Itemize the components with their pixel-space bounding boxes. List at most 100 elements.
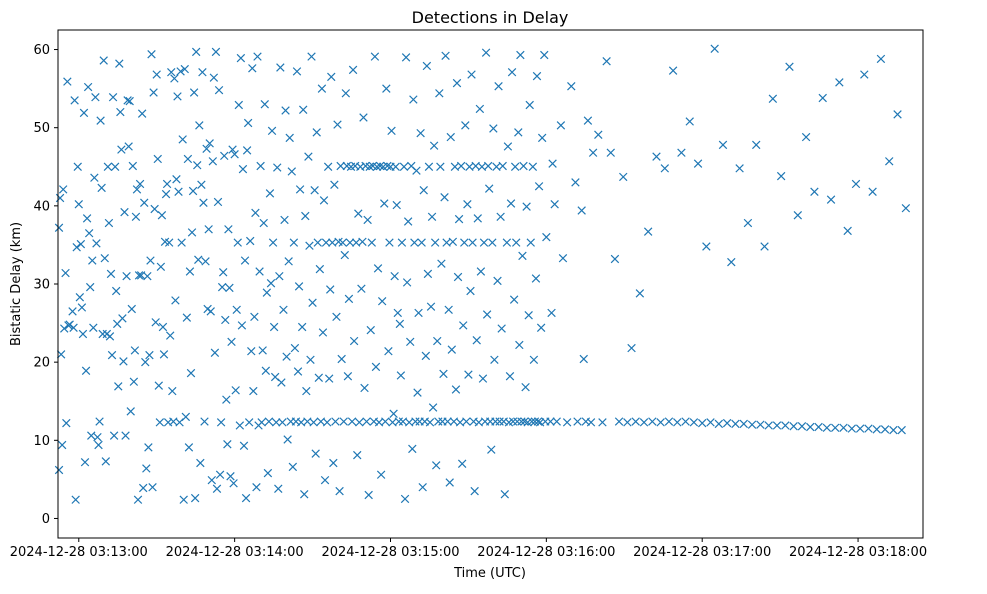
data-point-marker	[760, 242, 769, 251]
data-point-marker	[179, 495, 188, 504]
data-point-marker	[118, 314, 127, 323]
data-point-marker	[414, 308, 423, 318]
data-point-marker	[424, 162, 434, 171]
data-point-marker	[195, 121, 204, 130]
data-point-marker	[313, 238, 322, 247]
data-point-marker	[505, 371, 515, 381]
data-point-marker	[87, 431, 96, 440]
data-point-marker	[245, 236, 255, 246]
data-point-marker	[174, 187, 183, 197]
data-point-marker	[258, 346, 267, 355]
data-point-marker	[348, 65, 358, 75]
data-point-marker	[377, 296, 387, 306]
data-point-marker	[434, 417, 443, 426]
data-point-marker	[364, 490, 373, 500]
data-point-marker	[400, 494, 410, 504]
data-point-marker	[120, 207, 129, 217]
data-point-marker	[115, 59, 124, 68]
data-point-marker	[718, 140, 728, 150]
data-point-marker	[490, 355, 499, 365]
data-point-marker	[283, 435, 292, 444]
data-point-marker	[406, 337, 415, 347]
data-point-marker	[90, 173, 99, 182]
data-point-marker	[289, 238, 299, 247]
data-point-marker	[347, 417, 357, 426]
data-point-marker	[310, 185, 319, 195]
data-point-marker	[199, 198, 208, 207]
data-point-marker	[494, 82, 503, 91]
data-point-marker	[243, 118, 253, 128]
data-point-marker	[433, 336, 442, 346]
data-point-marker	[558, 253, 568, 263]
data-point-marker	[80, 457, 90, 467]
x-tick-label: 2024-12-28 03:13:00	[10, 545, 148, 560]
data-point-marker	[588, 148, 598, 157]
data-point-marker	[503, 142, 513, 151]
data-point-marker	[643, 227, 653, 236]
data-point-marker	[69, 323, 78, 332]
data-point-marker	[290, 343, 300, 353]
data-point-marker	[96, 116, 105, 125]
data-point-marker	[293, 367, 303, 376]
data-point-marker	[451, 385, 461, 394]
data-point-marker	[470, 486, 479, 496]
data-point-marker	[260, 100, 269, 109]
data-point-marker	[468, 238, 477, 247]
y-tick-label: 50	[33, 121, 50, 136]
data-point-marker	[383, 161, 392, 171]
y-tick-label: 20	[33, 356, 50, 371]
data-point-marker	[70, 96, 79, 105]
data-point-marker	[255, 267, 264, 276]
data-point-marker	[411, 417, 420, 426]
data-point-marker	[288, 462, 298, 472]
data-point-marker	[428, 403, 438, 412]
data-point-marker	[868, 187, 877, 197]
data-point-marker	[472, 336, 481, 345]
data-point-marker	[318, 328, 328, 337]
data-point-marker	[125, 96, 134, 106]
data-point-marker	[573, 417, 582, 426]
data-point-marker	[668, 66, 678, 75]
data-point-marker	[697, 418, 707, 428]
data-point-marker	[610, 254, 620, 264]
data-point-marker	[457, 459, 467, 468]
data-point-marker	[253, 52, 262, 61]
data-point-marker	[752, 140, 761, 150]
data-point-marker	[534, 182, 544, 191]
data-point-marker	[814, 422, 823, 432]
data-point-marker	[191, 47, 201, 57]
data-point-marker	[322, 418, 332, 427]
data-point-marker	[427, 212, 437, 222]
data-point-marker	[521, 382, 530, 392]
data-point-marker	[371, 362, 381, 372]
data-point-marker	[73, 162, 82, 171]
data-point-marker	[103, 162, 113, 171]
data-point-marker	[237, 321, 247, 330]
data-point-marker	[806, 422, 815, 432]
data-point-marker	[309, 418, 318, 427]
data-point-marker	[198, 67, 207, 77]
data-point-marker	[518, 251, 527, 261]
data-point-marker	[183, 154, 193, 164]
data-point-marker	[532, 71, 542, 81]
data-point-marker	[263, 468, 273, 478]
data-point-marker	[250, 312, 259, 322]
data-point-marker	[229, 479, 238, 488]
data-point-marker	[150, 204, 159, 214]
data-point-marker	[140, 198, 149, 207]
data-point-marker	[375, 161, 385, 171]
data-point-marker	[401, 53, 411, 62]
y-tick-label: 30	[33, 278, 50, 293]
data-point-marker	[731, 419, 740, 429]
data-point-marker	[677, 148, 686, 157]
data-point-marker	[430, 238, 440, 247]
data-point-marker	[209, 73, 219, 82]
data-point-marker	[117, 145, 126, 154]
data-point-marker	[141, 357, 150, 367]
data-point-marker	[161, 189, 171, 199]
data-point-marker	[85, 282, 95, 292]
data-point-marker	[168, 386, 177, 396]
data-point-marker	[500, 490, 510, 499]
data-point-marker	[177, 238, 186, 247]
